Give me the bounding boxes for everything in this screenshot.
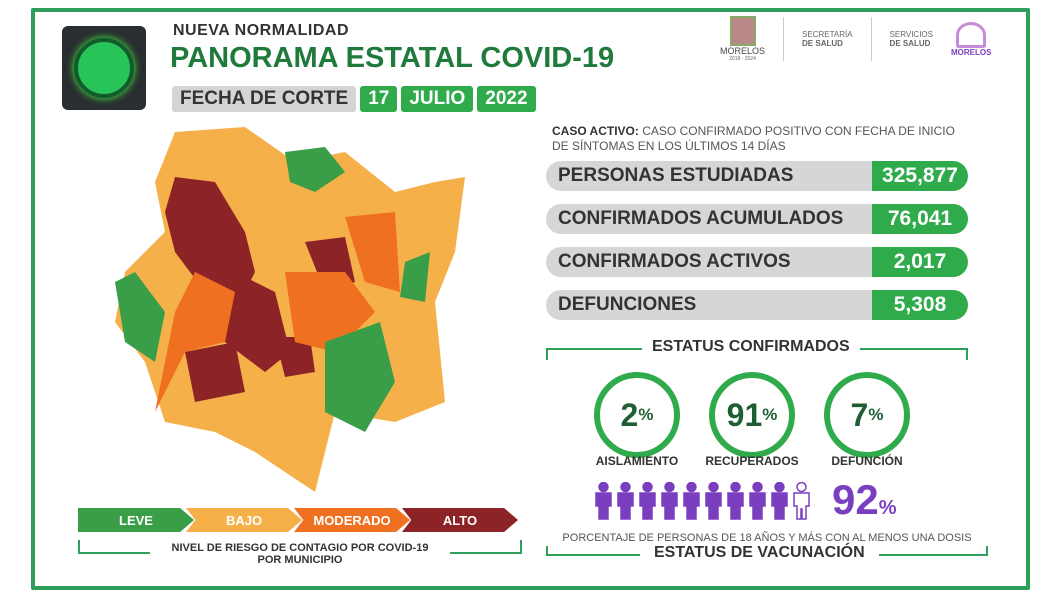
person-icon <box>771 482 788 520</box>
person-icon <box>727 482 744 520</box>
morelos-logo: MORELOS 2018 - 2024 <box>720 16 765 62</box>
morelos-risk-map <box>115 127 465 492</box>
stat-defunciones: DEFUNCIONES 5,308 <box>546 290 968 320</box>
stat-confirmados-activos: CONFIRMADOS ACTIVOS 2,017 <box>546 247 968 277</box>
map-region-moderado <box>155 272 235 412</box>
defuncion-circle: 7% <box>824 372 910 458</box>
aislamiento-label: AISLAMIENTO <box>595 454 679 468</box>
logos: MORELOS 2018 - 2024 SECRETARÍA DE SALUD S… <box>720 16 991 62</box>
map-region-alto <box>275 337 315 377</box>
person-icon <box>705 482 722 520</box>
legend-caption: NIVEL DE RIESGO DE CONTAGIO POR COVID-19… <box>150 542 450 566</box>
stat-confirmados-acumulados: CONFIRMADOS ACUMULADOS 76,041 <box>546 204 968 234</box>
stat-personas-estudiadas: PERSONAS ESTUDIADAS 325,877 <box>546 161 968 191</box>
date-month: JULIO <box>401 86 474 112</box>
map-region-alto <box>225 272 290 372</box>
estatus-title: ESTATUS CONFIRMADOS <box>642 338 860 356</box>
person-icon <box>595 482 612 520</box>
date-label: FECHA DE CORTE <box>172 86 357 112</box>
recuperados-label: RECUPERADOS <box>705 454 799 468</box>
coat-of-arms-icon <box>729 16 756 46</box>
legend-leve: LEVE <box>78 508 194 532</box>
secretaria-logo: SECRETARÍA DE SALUD <box>802 30 853 48</box>
aislamiento-circle: 2% <box>594 372 680 458</box>
map-region-moderado <box>345 212 400 292</box>
legend-alto: ALTO <box>402 508 518 532</box>
morelos-brand-logo: MORELOS <box>951 21 991 57</box>
cutoff-date: FECHA DE CORTE 17 JULIO 2022 <box>172 86 536 112</box>
map-region-alto <box>165 177 255 312</box>
servicios-logo: SERVICIOS DE SALUD <box>889 30 933 48</box>
date-day: 17 <box>360 86 398 112</box>
status-light-icon <box>62 26 146 110</box>
person-icon <box>639 482 656 520</box>
vaccination-percent: 92% <box>832 476 897 523</box>
flower-icon <box>956 21 987 48</box>
vaccination-description: PORCENTAJE DE PERSONAS DE 18 AÑOS Y MÁS … <box>562 532 972 544</box>
person-icon <box>793 482 810 520</box>
person-icon <box>683 482 700 520</box>
map-region-leve <box>400 252 430 302</box>
defuncion-label: DEFUNCIÓN <box>831 454 903 468</box>
map-region-alto <box>185 342 245 402</box>
risk-legend: LEVE BAJO MODERADO ALTO <box>78 508 518 532</box>
date-year: 2022 <box>477 86 536 112</box>
vaccination-title: ESTATUS DE VACUNACIÓN <box>640 544 879 562</box>
active-case-definition: CASO ACTIVO: CASO CONFIRMADO POSITIVO CO… <box>552 124 955 153</box>
map-region-leve <box>285 147 345 192</box>
legend-moderado: MODERADO <box>294 508 410 532</box>
person-icon <box>617 482 634 520</box>
map-region-leve <box>115 272 165 362</box>
person-icon <box>661 482 678 520</box>
recuperados-circle: 91% <box>709 372 795 458</box>
vaccination-people-icons <box>594 482 811 520</box>
subtitle: NUEVA NORMALIDAD <box>173 22 349 39</box>
person-icon <box>749 482 766 520</box>
infographic-frame <box>31 8 1030 590</box>
map-region-leve <box>325 322 395 432</box>
legend-bajo: BAJO <box>186 508 302 532</box>
page-title: PANORAMA ESTATAL COVID-19 <box>170 42 615 74</box>
